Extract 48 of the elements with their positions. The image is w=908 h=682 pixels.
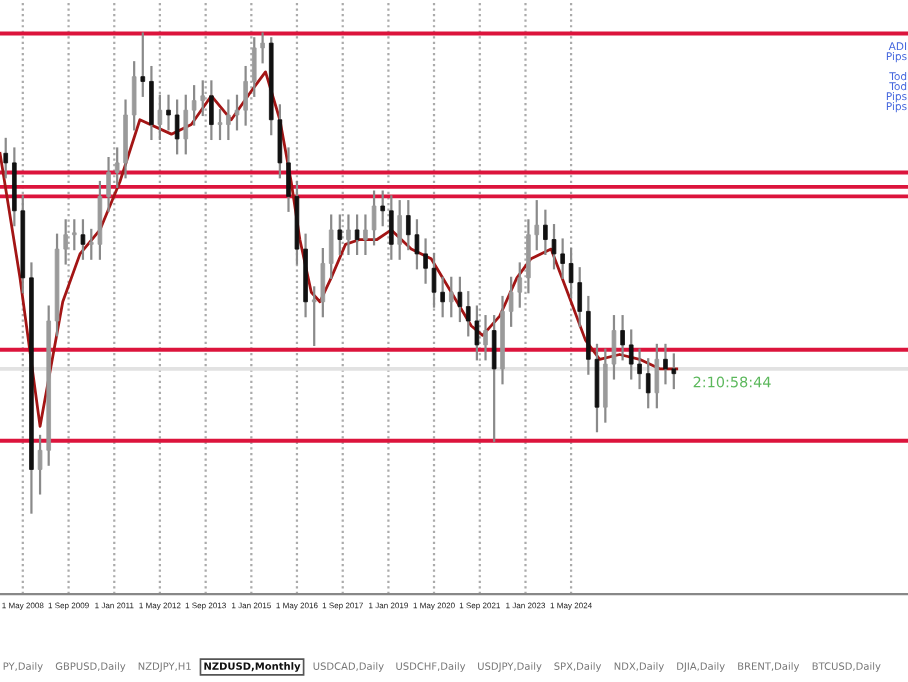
candlestick xyxy=(406,200,411,251)
candlestick xyxy=(72,219,77,251)
candlestick xyxy=(508,276,514,327)
candlestick xyxy=(320,248,326,318)
candlestick xyxy=(149,65,154,141)
candlestick xyxy=(414,219,420,270)
candlestick xyxy=(80,219,86,260)
candlestick xyxy=(371,190,377,246)
candlestick xyxy=(671,353,677,390)
candlestick xyxy=(337,214,343,256)
candlestick xyxy=(620,315,625,361)
candlestick xyxy=(551,224,557,270)
candlestick xyxy=(628,329,634,380)
candlestick xyxy=(191,85,197,126)
candlestick xyxy=(209,80,214,141)
candlestick xyxy=(645,358,651,409)
candlestick xyxy=(106,156,111,212)
candlestick xyxy=(431,252,437,308)
candlestick xyxy=(354,214,360,256)
candlestick xyxy=(217,109,223,141)
candlestick xyxy=(131,61,137,131)
candlestick xyxy=(363,214,368,256)
candlestick xyxy=(517,262,523,308)
candlestick xyxy=(389,195,394,260)
candlestick xyxy=(474,305,480,361)
candlestick xyxy=(483,315,488,361)
candlestick xyxy=(140,32,146,97)
candlestick xyxy=(3,137,9,179)
candlestick xyxy=(577,267,583,327)
candlestick xyxy=(251,37,257,97)
candlestick xyxy=(448,276,454,318)
candlestick xyxy=(526,219,531,294)
candlestick xyxy=(166,94,171,131)
candlestick xyxy=(123,99,128,179)
candlestick xyxy=(397,200,402,260)
candlestick xyxy=(157,94,163,141)
candlestick xyxy=(654,343,660,409)
candlestick xyxy=(200,80,206,117)
candlestick xyxy=(346,214,351,256)
candlestick xyxy=(174,99,180,155)
candlestick xyxy=(663,343,668,385)
candlestick xyxy=(97,180,103,260)
candlestick xyxy=(380,190,385,227)
candlestick xyxy=(457,276,463,323)
candlestick xyxy=(183,94,189,155)
candlestick xyxy=(328,214,334,279)
candlestick xyxy=(637,348,642,390)
candlestick xyxy=(491,315,497,442)
